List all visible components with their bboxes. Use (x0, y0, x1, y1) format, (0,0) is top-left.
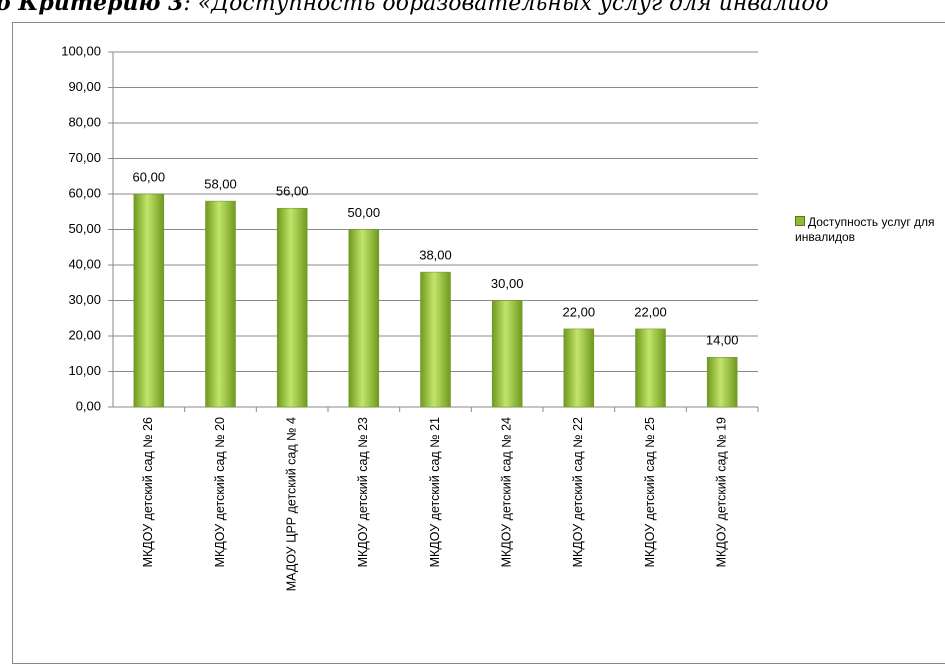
value-label: 14,00 (706, 333, 739, 348)
x-tick-label: МКДОУ детский сад № 25 (643, 417, 657, 567)
legend-label: Доступность услуг для инвалидов (795, 215, 935, 244)
y-tick-label: 40,00 (68, 256, 101, 271)
legend-swatch (795, 216, 805, 226)
heading: о Критерию 3: «Доступность образовательн… (0, 0, 945, 16)
value-label: 60,00 (133, 169, 166, 184)
bar (348, 229, 380, 408)
x-tick-label: МКДОУ детский сад № 26 (141, 417, 155, 567)
value-label: 30,00 (491, 276, 524, 291)
bar (635, 328, 666, 408)
x-tick-label: МКДОУ детский сад № 20 (213, 417, 227, 567)
y-tick-label: 60,00 (68, 185, 101, 200)
bar (276, 207, 308, 408)
y-tick-label: 30,00 (68, 292, 101, 307)
y-tick-label: 70,00 (68, 150, 101, 165)
x-tick-label: МКДОУ детский сад № 24 (499, 417, 513, 567)
y-tick-label: 80,00 (68, 114, 101, 129)
value-label: 58,00 (204, 177, 237, 192)
y-tick-label: 100,00 (61, 43, 101, 58)
chart: 0,00 10,00 20,00 30,00 40,00 50,00 60,00 70,00 8… (61, 43, 759, 591)
heading-rest: : «Доступность образовательных услуг для… (183, 0, 829, 16)
y-tick-label: 50,00 (68, 221, 101, 236)
x-tick-label: МКДОУ детский сад № 22 (571, 417, 585, 567)
bar (491, 300, 523, 408)
value-label: 38,00 (419, 248, 452, 263)
x-tick-label: МКДОУ детский сад № 19 (714, 417, 728, 567)
y-tick-label: 90,00 (68, 79, 101, 94)
value-label: 22,00 (634, 304, 667, 319)
bar (133, 193, 165, 408)
heading-bold: о Критерию 3 (0, 0, 184, 16)
value-label: 50,00 (348, 205, 381, 220)
legend: Доступность услуг для инвалидов (795, 215, 945, 245)
bar (706, 357, 738, 408)
x-tick-label: МКДОУ детский сад № 21 (428, 417, 442, 567)
y-tick-label: 10,00 (68, 363, 101, 378)
x-tick-label: МКДОУ детский сад № 23 (356, 417, 370, 567)
bar (205, 200, 236, 408)
bar (563, 328, 595, 408)
y-tick-label: 20,00 (68, 327, 101, 342)
value-label: 22,00 (563, 304, 596, 319)
y-tick-label: 0,00 (76, 398, 101, 413)
value-label: 56,00 (276, 184, 309, 199)
bar (420, 271, 451, 408)
x-tick-label: МАДОУ ЦРР детский сад № 4 (284, 417, 298, 591)
